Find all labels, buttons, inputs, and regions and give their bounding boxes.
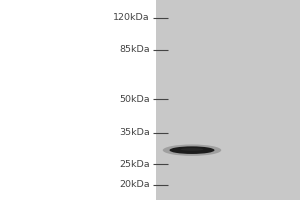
Text: 120kDa: 120kDa — [113, 13, 150, 22]
Text: 25kDa: 25kDa — [119, 160, 150, 169]
Ellipse shape — [181, 148, 203, 151]
Text: 20kDa: 20kDa — [119, 180, 150, 189]
Bar — [156, 0, 300, 200]
Ellipse shape — [169, 146, 214, 154]
Text: 85kDa: 85kDa — [119, 45, 150, 54]
Text: 35kDa: 35kDa — [119, 128, 150, 137]
Ellipse shape — [163, 144, 221, 156]
Text: 50kDa: 50kDa — [119, 95, 150, 104]
